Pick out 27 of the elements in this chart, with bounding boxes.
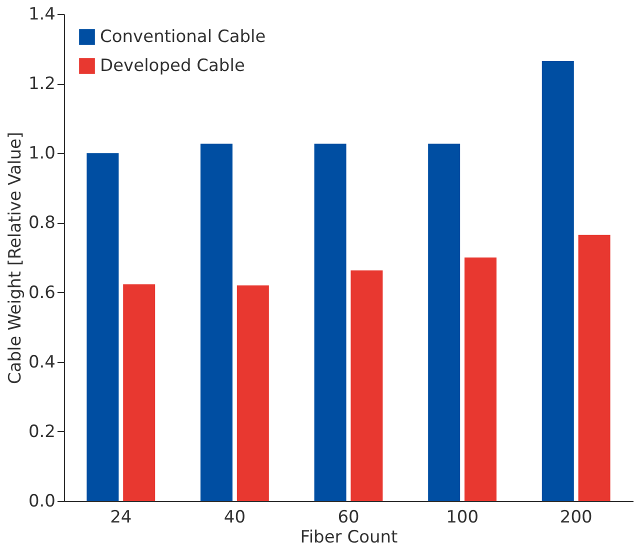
x-tick-label: 200 bbox=[560, 508, 592, 528]
y-tick-label: 0.2 bbox=[28, 422, 56, 442]
bar bbox=[123, 284, 156, 501]
y-tick-label: 0.0 bbox=[28, 492, 56, 512]
bar bbox=[86, 153, 119, 501]
bar bbox=[350, 270, 383, 501]
legend-label: Developed Cable bbox=[100, 56, 245, 76]
y-tick-label: 0.4 bbox=[28, 352, 56, 372]
y-axis-title: Cable Weight [Relative Value] bbox=[5, 132, 26, 384]
bar bbox=[578, 234, 610, 501]
bar bbox=[464, 258, 497, 501]
x-axis-title: Fiber Count bbox=[300, 528, 398, 548]
y-tick-label: 0.8 bbox=[28, 213, 56, 234]
x-tick-label: 24 bbox=[110, 508, 132, 528]
bar bbox=[428, 144, 460, 501]
bar bbox=[314, 144, 346, 501]
x-tick-label: 100 bbox=[446, 508, 479, 528]
y-tick-label: 1.0 bbox=[28, 144, 56, 164]
bar bbox=[236, 285, 269, 501]
y-tick-label: 0.6 bbox=[28, 282, 56, 303]
legend-label: Conventional Cable bbox=[100, 27, 266, 47]
y-tick-label: 1.2 bbox=[28, 74, 56, 94]
bar bbox=[200, 144, 232, 501]
y-tick-label: 1.4 bbox=[28, 4, 56, 24]
bar bbox=[542, 60, 574, 501]
x-tick-label: 60 bbox=[338, 508, 360, 528]
x-tick-label: 40 bbox=[224, 508, 246, 528]
